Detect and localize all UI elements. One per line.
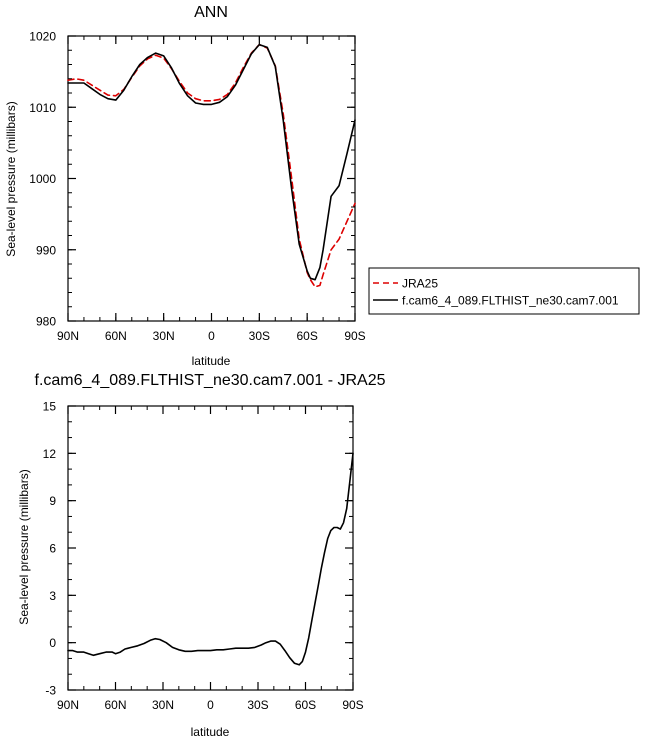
y-tick-label: 3 <box>49 589 56 603</box>
legend-box <box>368 267 640 315</box>
y-tick-label: 9 <box>49 494 56 508</box>
y-tick-label: 1000 <box>29 172 56 186</box>
series-line-a <box>67 43 356 288</box>
series-line-a <box>67 452 354 666</box>
y-tick-label: 6 <box>49 542 56 556</box>
bottom-chart-x-ticks: 90N 60N 30N 0 30S 60S 90S <box>57 406 364 712</box>
x-tick-label: 30N <box>152 698 174 712</box>
x-tick-label: 60N <box>104 698 126 712</box>
y-tick-label: -3 <box>45 684 56 698</box>
x-tick-label: 90S <box>342 698 363 712</box>
y-tick-label: 990 <box>36 243 56 257</box>
y-tick-label: 980 <box>36 315 56 329</box>
y-tick-label: 12 <box>43 447 57 461</box>
plot-frame <box>67 405 354 691</box>
top-chart-plot-area <box>67 35 356 322</box>
top-chart-legend: JRA25 f.cam6_4_089.FLTHIST_ne30.cam7.001 <box>368 267 640 315</box>
bottom-chart: f.cam6_4_089.FLTHIST_ne30.cam7.001 - JRA… <box>17 372 386 739</box>
x-tick-label: 90N <box>57 329 79 343</box>
series-line-b <box>67 43 356 281</box>
y-tick-label: 0 <box>49 636 56 650</box>
x-tick-label: 60S <box>295 698 316 712</box>
bottom-chart-y-ticks: -3 0 3 6 9 12 15 <box>43 400 353 698</box>
x-tick-label: 60S <box>296 329 317 343</box>
top-chart: ANN 90N 60N 30N 0 30S 60S 90S 980 990 1000 1010 10… <box>4 4 366 368</box>
y-tick-label: 1020 <box>29 30 56 44</box>
top-chart-title: ANN <box>194 4 228 21</box>
x-tick-label: 30S <box>249 329 270 343</box>
y-tick-label: 15 <box>43 400 57 414</box>
x-tick-label: 0 <box>207 698 214 712</box>
bottom-chart-y-axis-label: Sea-level pressure (millibars) <box>17 469 31 624</box>
x-tick-label: 0 <box>208 329 215 343</box>
top-chart-x-ticks: 90N 60N 30N 0 30S 60S 90S <box>57 36 366 343</box>
x-tick-label: 90N <box>57 698 79 712</box>
legend-label-model: f.cam6_4_089.FLTHIST_ne30.cam7.001 <box>402 294 619 308</box>
x-tick-label: 30S <box>247 698 268 712</box>
x-tick-label: 60N <box>105 329 127 343</box>
bottom-chart-title: f.cam6_4_089.FLTHIST_ne30.cam7.001 - JRA… <box>35 372 386 389</box>
top-chart-x-axis-label: latitude <box>192 354 231 368</box>
x-tick-label: 90S <box>344 329 365 343</box>
bottom-chart-plot-area <box>67 405 354 691</box>
y-tick-label: 1010 <box>29 101 56 115</box>
top-chart-y-ticks: 980 990 1000 1010 1020 <box>29 30 355 329</box>
bottom-chart-x-axis-label: latitude <box>191 725 230 739</box>
top-chart-y-axis-label: Sea-level pressure (millibars) <box>4 101 18 256</box>
x-tick-label: 30N <box>153 329 175 343</box>
legend-label-jra25: JRA25 <box>402 277 438 291</box>
